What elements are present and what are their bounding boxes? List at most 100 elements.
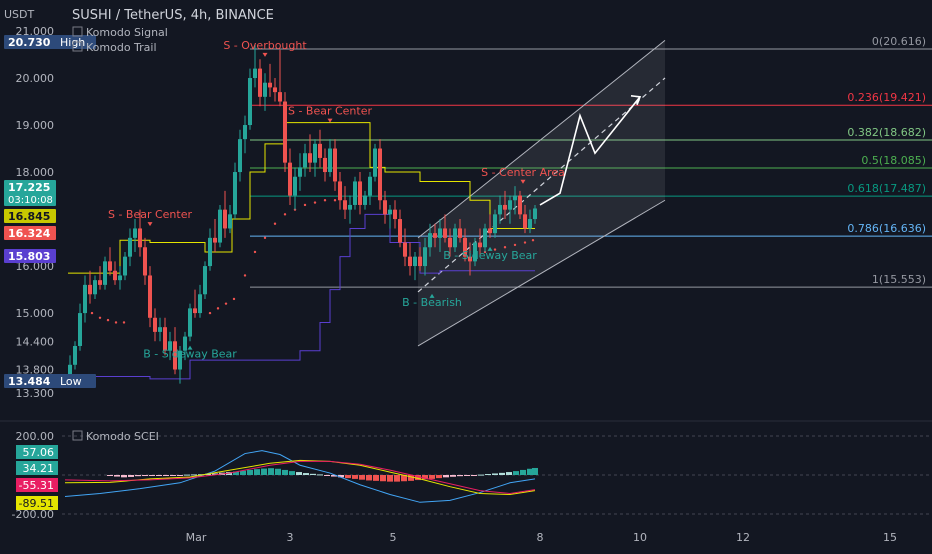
histogram-bar — [401, 475, 407, 482]
candle-body — [278, 92, 282, 102]
candle-body — [268, 82, 272, 88]
candle-body — [198, 294, 202, 314]
indicator-komodo-signal[interactable]: Komodo Signal — [86, 26, 168, 39]
candle — [383, 190, 387, 224]
candle-body — [528, 219, 532, 229]
indicator-eye-icon[interactable] — [72, 26, 83, 37]
candle-body — [473, 242, 477, 262]
candle — [218, 204, 222, 248]
candle — [183, 331, 187, 361]
price-tick-label: 13.300 — [16, 387, 55, 400]
indicator-eye-icon[interactable] — [72, 430, 83, 441]
histogram-bar — [128, 475, 134, 477]
price-badge-value: 15.803 — [8, 250, 50, 263]
candle — [303, 143, 307, 177]
histogram-bar — [387, 475, 393, 482]
indicator-komodo-trail[interactable]: Komodo Trail — [86, 41, 157, 54]
channel-lower-line[interactable] — [417, 199, 666, 347]
candle — [243, 115, 247, 154]
candle — [408, 242, 412, 276]
histogram-bar — [457, 475, 463, 477]
projection-path[interactable] — [539, 96, 641, 206]
sell-arrow-icon — [147, 222, 153, 227]
indicator-eye-icon[interactable] — [72, 41, 83, 52]
candle-body — [288, 162, 292, 196]
fib-label-0.618: 0.618(17.487) — [847, 182, 926, 195]
osc-value-badge[interactable] — [16, 496, 58, 510]
channel-mid-line[interactable] — [417, 77, 666, 293]
parallel-channel[interactable] — [417, 40, 666, 347]
candle-body — [253, 68, 257, 79]
histogram-bar — [443, 475, 449, 478]
symbol-title[interactable]: SUSHI / TetherUS, 4h, BINANCE — [72, 8, 274, 23]
price-badge[interactable] — [4, 249, 56, 263]
histogram-bar — [436, 475, 442, 479]
candle — [128, 228, 132, 267]
trail-dot — [333, 199, 337, 202]
candle — [268, 63, 272, 97]
candle-body — [443, 228, 447, 238]
candle — [378, 139, 382, 210]
candle-body — [243, 125, 247, 140]
osc-value-badge[interactable] — [16, 478, 58, 492]
candle — [273, 78, 277, 102]
candle — [138, 209, 142, 257]
candle — [123, 251, 127, 281]
osc-badge-value: 57.06 — [23, 446, 55, 459]
candle-body — [518, 195, 522, 215]
osc-value-badge[interactable] — [16, 461, 58, 475]
candle-body — [478, 242, 482, 248]
histogram-bar — [422, 475, 428, 480]
candle-body — [118, 275, 122, 281]
osc-value-badge[interactable] — [16, 445, 58, 459]
histogram-bar — [191, 474, 197, 476]
histogram-bar — [492, 473, 498, 475]
candle — [338, 172, 342, 210]
histogram-bar — [247, 469, 253, 475]
candle — [178, 345, 182, 384]
candle-body — [193, 308, 197, 314]
candle — [363, 190, 367, 210]
candle-body — [488, 228, 492, 234]
price-tick-label: 20.000 — [16, 72, 55, 85]
candle — [73, 341, 77, 370]
candle — [253, 43, 257, 88]
indicator-komodo-scei[interactable]: Komodo SCEI — [86, 430, 159, 443]
candle-body — [258, 68, 262, 97]
price-badge[interactable] — [4, 374, 96, 388]
candle — [448, 228, 452, 257]
candle-body — [353, 181, 357, 205]
histogram-bar — [331, 475, 337, 477]
candle — [398, 209, 402, 248]
price-badge[interactable] — [4, 180, 56, 206]
histogram-bar — [527, 468, 533, 475]
candle-body — [143, 247, 147, 276]
channel-upper-line[interactable] — [417, 40, 666, 239]
candle — [368, 172, 372, 205]
price-axis[interactable]: 21.000 20.000 19.000 18.000 15.000 14.400 13.8… — [4, 25, 96, 521]
histogram-bar — [303, 473, 309, 475]
candle-body — [363, 195, 367, 205]
candle — [308, 134, 312, 173]
candle — [393, 200, 397, 229]
candle — [483, 223, 487, 252]
candle-body — [413, 256, 417, 267]
histogram-bar — [296, 472, 302, 475]
price-badge-label: Low — [60, 375, 82, 388]
histogram-bar — [471, 475, 477, 476]
histogram-bar — [317, 474, 323, 476]
price-badge[interactable] — [4, 209, 56, 223]
histogram-bar — [177, 475, 183, 476]
fib-retracement[interactable]: 0(20.616) 0.236(19.421) 0.382(18.682) 0.5(1… — [250, 35, 932, 288]
candle-body — [83, 284, 87, 314]
histogram-bar — [380, 475, 386, 482]
candle — [348, 195, 352, 224]
time-tick-label: Mar — [186, 531, 207, 544]
candle — [453, 223, 457, 252]
time-axis[interactable]: Mar 3 5 8 10 12 15 — [186, 531, 897, 544]
histogram-bar — [240, 470, 246, 475]
price-badge[interactable] — [4, 226, 56, 240]
price-tick-label: 16.000 — [16, 260, 55, 273]
